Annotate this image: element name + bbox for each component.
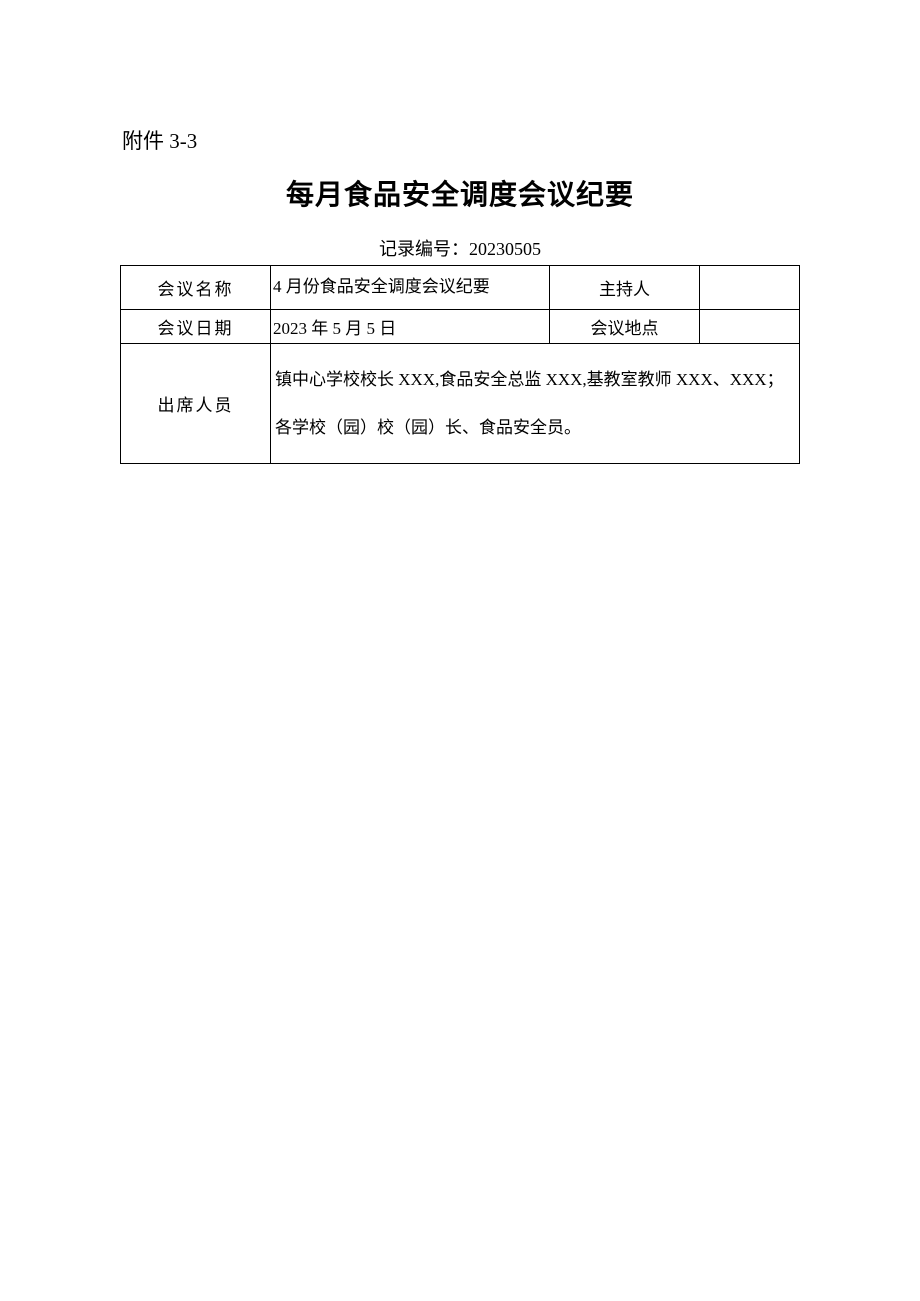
- attendees-value: 镇中心学校校长 XXX,食品安全总监 XXX,基教室教师 XXX、XXX；各学校…: [271, 344, 800, 464]
- host-label: 主持人: [550, 266, 700, 310]
- meeting-date-value: 2023 年 5 月 5 日: [271, 310, 550, 344]
- meeting-date-label: 会议日期: [121, 310, 271, 344]
- host-value: [700, 266, 800, 310]
- meeting-table: 会议名称 4 月份食品安全调度会议纪要 主持人 会议日期 2023 年 5 月 …: [120, 265, 800, 464]
- record-number: 记录编号：20230505: [120, 235, 800, 261]
- record-number-value: 20230505: [469, 239, 541, 259]
- table-row: 出席人员 镇中心学校校长 XXX,食品安全总监 XXX,基教室教师 XXX、XX…: [121, 344, 800, 464]
- meeting-name-value: 4 月份食品安全调度会议纪要: [271, 266, 550, 310]
- document-title: 每月食品安全调度会议纪要: [120, 173, 800, 213]
- table-row: 会议名称 4 月份食品安全调度会议纪要 主持人: [121, 266, 800, 310]
- meeting-name-label: 会议名称: [121, 266, 271, 310]
- document-page: 附件 3-3 每月食品安全调度会议纪要 记录编号：20230505 会议名称 4…: [0, 0, 920, 464]
- record-number-label: 记录编号：: [379, 239, 469, 259]
- attachment-label: 附件 3-3: [122, 125, 800, 155]
- meeting-location-value: [700, 310, 800, 344]
- table-row: 会议日期 2023 年 5 月 5 日 会议地点: [121, 310, 800, 344]
- attendees-label: 出席人员: [121, 344, 271, 464]
- meeting-location-label: 会议地点: [550, 310, 700, 344]
